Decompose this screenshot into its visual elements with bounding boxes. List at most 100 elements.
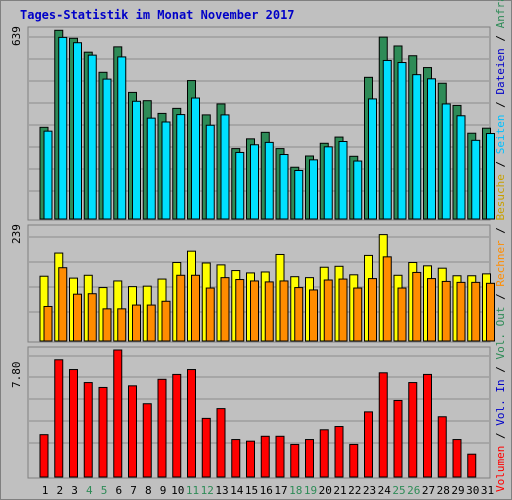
bar-dateien-1 (43, 130, 53, 220)
bar-dateien-21 (338, 141, 348, 220)
x-tick-label: 4 (85, 484, 93, 497)
x-tick-label: 18 (289, 484, 303, 497)
bar-dateien-24 (382, 59, 392, 220)
legend-item-0: Volumen (494, 445, 507, 492)
bar-volumen-9 (157, 378, 167, 478)
bar-dateien-7 (132, 100, 141, 220)
bar-rechner-12 (205, 287, 215, 342)
bar-volumen-8 (142, 403, 152, 478)
x-tick-label: 13 (215, 484, 229, 497)
bar-volumen-4 (83, 382, 93, 478)
bar-rechner-7 (132, 304, 141, 342)
bar-rechner-11 (191, 274, 200, 342)
x-tick-label: 19 (303, 484, 318, 497)
bar-rechner-6 (117, 308, 127, 342)
bar-volumen-20 (319, 429, 329, 478)
bar-volumen-19 (305, 439, 314, 478)
bar-volumen-28 (437, 416, 447, 478)
bar-dateien-13 (220, 114, 230, 220)
x-tick-label: 8 (144, 484, 152, 497)
bar-rechner-28 (441, 280, 451, 342)
legend: Volumen / Vol. In / Vol. Out / Rechner /… (494, 0, 507, 492)
x-tick-label: 25 (392, 484, 406, 497)
bar-rechner-9 (161, 300, 171, 342)
bar-dateien-29 (456, 115, 466, 220)
bar-rechner-25 (397, 287, 407, 342)
bar-rechner-5 (102, 308, 112, 342)
x-tick-label: 30 (466, 484, 480, 497)
bar-dateien-2 (58, 36, 68, 220)
bar-rechner-1 (43, 305, 53, 342)
x-tick-label: 10 (171, 484, 185, 497)
x-tick-label: 9 (159, 484, 167, 497)
bar-volumen-3 (69, 369, 78, 478)
bar-volumen-24 (378, 372, 388, 478)
bar-rechner-14 (235, 279, 245, 342)
bar-volumen-14 (231, 439, 241, 478)
bar-volumen-22 (349, 443, 359, 478)
x-tick-label: 27 (421, 484, 436, 497)
bar-rechner-16 (264, 281, 274, 342)
bar-dateien-16 (264, 141, 274, 220)
bar-rechner-27 (427, 278, 436, 342)
x-tick-label: 1 (41, 484, 49, 497)
bar-dateien-5 (102, 78, 112, 220)
bar-rechner-13 (220, 277, 230, 342)
bar-dateien-12 (205, 124, 215, 220)
x-tick-label: 20 (318, 484, 332, 497)
legend-item-11: / (494, 94, 507, 115)
x-tick-label: 11 (185, 484, 200, 497)
bar-dateien-3 (73, 42, 82, 220)
bar-dateien-20 (323, 146, 333, 220)
bar-rechner-17 (279, 280, 289, 342)
y-max-label-bottom: 7.80 (10, 361, 23, 389)
bar-dateien-19 (309, 159, 318, 220)
bar-dateien-27 (427, 78, 436, 220)
bar-volumen-23 (364, 411, 373, 478)
bar-rechner-24 (382, 256, 392, 342)
bar-volumen-6 (113, 349, 123, 478)
legend-item-12: Dateien (494, 48, 507, 95)
bar-rechner-8 (146, 304, 156, 342)
x-tick-label: 28 (436, 484, 450, 497)
legend-item-13: / (494, 28, 507, 49)
bar-rechner-15 (250, 280, 259, 342)
bar-volumen-17 (275, 435, 285, 478)
bar-dateien-11 (191, 97, 200, 220)
bar-rechner-23 (368, 278, 377, 342)
x-tick-label: 5 (100, 484, 108, 497)
bar-rechner-21 (338, 278, 348, 342)
bar-dateien-18 (294, 169, 304, 220)
bar-dateien-26 (412, 74, 422, 220)
bar-rechner-18 (294, 287, 304, 342)
bar-rechner-30 (471, 281, 481, 342)
bar-volumen-15 (246, 440, 255, 478)
bar-dateien-25 (397, 62, 407, 220)
x-tick-label: 26 (407, 484, 421, 497)
bar-volumen-21 (334, 426, 344, 478)
bar-rechner-10 (176, 274, 186, 342)
bar-volumen-11 (187, 369, 196, 478)
bar-volumen-25 (393, 399, 403, 478)
x-tick-label: 7 (130, 484, 137, 497)
bar-volumen-18 (290, 443, 300, 478)
legend-item-1: / (494, 425, 507, 446)
x-tick-label: 12 (200, 484, 214, 497)
bar-volumen-10 (172, 373, 182, 478)
bar-volumen-2 (54, 359, 64, 478)
bar-dateien-6 (117, 56, 127, 220)
bar-rechner-20 (323, 279, 333, 342)
bar-rechner-26 (412, 271, 422, 342)
bar-dateien-4 (87, 54, 97, 220)
bar-dateien-31 (486, 133, 495, 220)
x-tick-label: 29 (451, 484, 465, 497)
legend-item-4: Vol. Out (494, 306, 507, 360)
bar-rechner-31 (486, 282, 495, 342)
legend-item-3: / (494, 359, 507, 380)
y-max-label-middle: 239 (10, 224, 23, 244)
bar-dateien-17 (279, 154, 289, 220)
bar-rechner-22 (353, 287, 363, 342)
bar-volumen-26 (408, 382, 418, 478)
chart-title: Tages-Statistik im Monat November 2017 (20, 8, 295, 22)
